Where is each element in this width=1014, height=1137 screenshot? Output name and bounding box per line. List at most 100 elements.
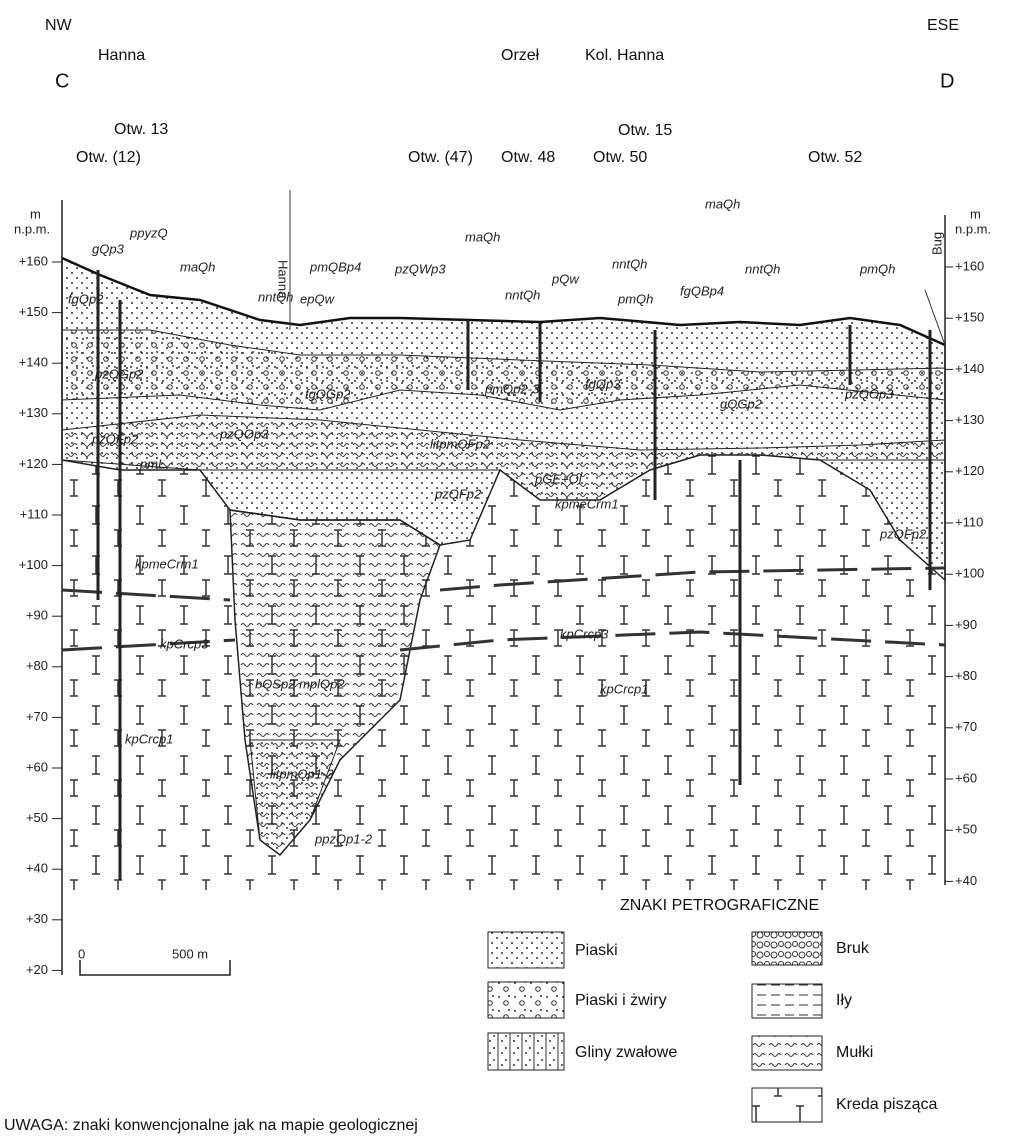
scale-end: 500 m xyxy=(172,946,208,961)
tick-label: +150 xyxy=(955,310,984,325)
unit-label: pzQGp2 xyxy=(94,366,144,381)
legend-label: Iły xyxy=(836,992,852,1009)
tick-label: +120 xyxy=(19,456,48,471)
unit-label: ppzQp1-2 xyxy=(314,831,373,846)
unit-label: pmQp2-3 xyxy=(484,381,540,396)
scale-start: 0 xyxy=(78,946,85,961)
ground-surface xyxy=(61,256,946,347)
boreholes xyxy=(96,270,932,880)
unit-label: litpmQFp2 xyxy=(430,436,491,451)
legend-swatch xyxy=(487,931,565,969)
gravel-layer xyxy=(61,329,946,411)
unit-labels: gQp3 ppyzQ maQh nntQh epQw pmQBp4 pzQWp3… xyxy=(68,196,927,846)
axis-datum: n.p.m. xyxy=(955,221,991,236)
tick-label: +20 xyxy=(26,962,48,977)
borehole: Otw. 13 xyxy=(114,121,168,138)
tick-label: +50 xyxy=(26,810,48,825)
note: UWAGA: znaki konwencjonalne jak na mapie… xyxy=(4,1117,418,1134)
tick-label: +50 xyxy=(955,822,977,837)
river-pointer xyxy=(924,289,946,346)
tick-label: +130 xyxy=(955,412,984,427)
unit-label: nntQh xyxy=(258,289,293,304)
scale-line xyxy=(79,960,231,976)
unit-label: ppyzQ xyxy=(129,225,168,240)
direction: ESE xyxy=(927,17,959,34)
tick-label: +150 xyxy=(19,304,48,319)
legend-label: Piaski i żwiry xyxy=(575,992,667,1009)
unit-label: fgQp3 xyxy=(585,376,621,391)
valley-sand xyxy=(249,739,341,856)
borehole: Otw. (47) xyxy=(408,149,473,166)
unit-label: maQh xyxy=(180,259,215,274)
unit-label: pzQFp2 xyxy=(434,486,482,501)
tick-label: +120 xyxy=(955,463,984,478)
point: C xyxy=(55,70,69,92)
legend-swatch xyxy=(751,1035,823,1071)
place: Hanna xyxy=(98,47,145,64)
tick-label: +100 xyxy=(19,557,48,572)
unit-label: gQp3 xyxy=(92,241,125,256)
unit-label: pmQh xyxy=(859,261,895,276)
axis-datum: n.p.m. xyxy=(14,221,50,236)
tick-label: +70 xyxy=(26,709,48,724)
place: Orzeł xyxy=(501,47,540,64)
tick-label: +40 xyxy=(26,861,48,876)
legend: ZNAKI PETROGRAFICZNE Piaski Piaski i żwi… xyxy=(487,897,937,1123)
unit-label: fgQBp4 xyxy=(680,283,724,298)
place: Kol. Hanna xyxy=(585,47,664,64)
legend-label: Gliny zwałowe xyxy=(575,1044,677,1061)
scale-bar: 0 500 m xyxy=(78,946,231,976)
unit-label: bQSp2 mplQp2 xyxy=(255,676,345,691)
borehole: Otw. 52 xyxy=(808,149,862,166)
unit-label: kpCrcp1 xyxy=(125,731,173,746)
axis-unit: m xyxy=(30,206,41,221)
tick-label: +140 xyxy=(955,361,984,376)
unit-label: nntQh xyxy=(745,261,780,276)
unit-label: pmQh xyxy=(617,291,653,306)
unit-label: maQh xyxy=(705,196,740,211)
unit-label: kpmeCrm1 xyxy=(135,556,199,571)
point: D xyxy=(940,70,954,92)
legend-swatch xyxy=(751,1087,823,1123)
tick-label: +80 xyxy=(955,668,977,683)
unit-label: pQw xyxy=(551,271,580,286)
legend-title: ZNAKI PETROGRAFICZNE xyxy=(620,897,819,914)
silt-layer xyxy=(61,414,946,501)
section-body xyxy=(61,190,946,975)
unit-label: kpCrcp3 xyxy=(160,636,209,651)
tick-label: +100 xyxy=(955,566,984,581)
legend-label: Kreda pisząca xyxy=(836,1096,937,1113)
unit-label: maQh xyxy=(465,229,500,244)
tick-label: +160 xyxy=(955,258,984,273)
chalk xyxy=(62,455,945,890)
direction: NW xyxy=(45,17,73,34)
legend-swatch xyxy=(751,931,823,966)
tick-label: +110 xyxy=(955,514,983,529)
unit-label: pmQBp4 xyxy=(309,259,361,274)
tick-label: +130 xyxy=(19,405,48,420)
river-label: Hanna xyxy=(276,260,291,299)
unit-label: pmL xyxy=(139,456,165,471)
axis-unit: m xyxy=(970,206,981,221)
borehole: Otw. (12) xyxy=(76,149,141,166)
tick-label: +90 xyxy=(955,617,977,632)
unit-label: litpmQp1-2 xyxy=(270,766,334,781)
unit-label: pzQFp2 xyxy=(879,526,927,541)
legend-label: Mułki xyxy=(836,1044,873,1061)
borehole: Otw. 15 xyxy=(618,122,672,139)
legend-swatch xyxy=(487,1032,565,1071)
legend-label: Piaski xyxy=(575,942,618,959)
tick-label: +90 xyxy=(26,608,48,623)
unit-label: pzQFp2 xyxy=(91,431,139,446)
borehole: Otw. 50 xyxy=(593,149,647,166)
tick-label: +110 xyxy=(20,506,48,521)
unit-label: kpmeCrm1 xyxy=(555,496,619,511)
legend-swatch xyxy=(751,983,823,1019)
unit-label: pzQOp3 xyxy=(844,386,894,401)
unit-label: nntQh xyxy=(505,287,540,302)
boundary xyxy=(61,566,946,652)
unit-label: epQw xyxy=(300,291,336,306)
tick-label: +160 xyxy=(19,253,48,268)
unit-label: pzQWp3 xyxy=(394,261,446,276)
